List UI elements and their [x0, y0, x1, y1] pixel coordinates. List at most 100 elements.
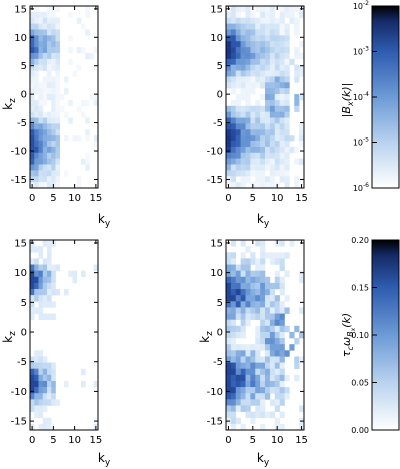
heatmap-cell: [42, 11, 48, 19]
heatmap-cell: [34, 374, 39, 382]
heatmap-cell: [30, 170, 35, 177]
heatmap-cell: [260, 70, 266, 77]
heatmap-cell: [255, 344, 261, 351]
heatmap-cell: [68, 11, 73, 19]
y-tick-label: 10: [14, 268, 27, 279]
heatmap-cell: [240, 307, 246, 314]
heatmap-cell: [250, 350, 256, 357]
heatmap-cell: [269, 152, 276, 159]
heatmap-cell: [38, 146, 44, 154]
x-tick-label: 5: [250, 435, 256, 446]
heatmap-cell: [269, 23, 276, 30]
heatmap-cell: [250, 380, 256, 388]
heatmap-cell: [30, 82, 35, 89]
heatmap-cell: [30, 11, 35, 19]
heatmap-cell: [240, 29, 246, 36]
heatmap-cell: [269, 164, 276, 171]
heatmap-cell: [230, 325, 237, 333]
heatmap-cell: [42, 258, 48, 265]
heatmap-cell: [30, 99, 35, 107]
heatmap-cell: [240, 158, 246, 165]
heatmap-cell: [34, 29, 39, 36]
heatmap-cell: [47, 129, 52, 136]
heatmap-cell: [30, 17, 35, 24]
heatmap-cell: [269, 387, 276, 394]
heatmap-cell: [299, 41, 305, 48]
heatmap-cell: [30, 387, 35, 394]
heatmap-cell: [245, 52, 251, 60]
heatmap-cell: [260, 356, 266, 363]
heatmap-cell: [240, 135, 246, 142]
heatmap-cell: [284, 105, 290, 112]
heatmap-cell: [279, 411, 285, 419]
ylabel-bottom-left: kz: [1, 331, 18, 343]
heatmap-cell: [51, 282, 56, 290]
heatmap-cell: [274, 152, 280, 159]
heatmap-cell: [299, 405, 305, 412]
heatmap-cell: [226, 23, 232, 30]
heatmap-cell: [34, 307, 39, 314]
heatmap-cell: [260, 338, 266, 345]
heatmap-cell: [250, 141, 256, 148]
heatmap-cell: [230, 176, 237, 183]
heatmap-cell: [47, 117, 52, 124]
heatmap-cell: [260, 111, 266, 118]
heatmap-cell: [245, 411, 251, 419]
heatmap-cell: [235, 307, 241, 314]
heatmap-cell: [245, 393, 251, 400]
heatmap-cell: [284, 29, 290, 36]
heatmap-cell: [255, 135, 261, 142]
heatmap-cell: [260, 240, 266, 247]
heatmap-cell: [260, 313, 266, 320]
heatmap-cell: [235, 117, 241, 124]
heatmap-cell: [34, 76, 39, 83]
heatmap-cell: [51, 158, 56, 165]
heatmap-cell: [269, 76, 276, 83]
heatmap-cell: [230, 146, 237, 154]
heatmap-cell: [279, 52, 285, 60]
heatmap-cell: [30, 301, 35, 308]
heatmap-cell: [47, 111, 52, 118]
heatmap-cell: [226, 356, 232, 363]
heatmap-cell: [38, 88, 44, 95]
heatmap-cell: [245, 141, 251, 148]
heatmap-cell: [34, 258, 39, 265]
heatmap-cell: [55, 99, 61, 107]
heatmap-cell: [255, 374, 261, 382]
heatmap-cell: [250, 276, 256, 284]
heatmap-cell: [250, 411, 256, 419]
heatmap-cell: [255, 338, 261, 345]
heatmap-cell: [230, 76, 237, 83]
heatmap-cell: [30, 23, 35, 30]
heatmap-cell: [279, 23, 285, 30]
heatmap-cell: [85, 29, 90, 36]
heatmap-cell: [279, 387, 285, 394]
heatmap-cell: [240, 387, 246, 394]
heatmap-cell: [279, 70, 285, 77]
heatmap-cell: [294, 6, 300, 13]
heatmap-cell: [250, 417, 256, 425]
heatmap-cell: [274, 276, 280, 284]
heatmap-cell: [279, 129, 285, 136]
heatmap-cell: [42, 76, 48, 83]
heatmap-cell: [255, 64, 261, 71]
heatmap-cell: [274, 338, 280, 345]
heatmap-cell: [265, 35, 271, 42]
xlabel-top-left: ky: [98, 212, 111, 229]
heatmap-cell: [269, 182, 276, 189]
heatmap-cell: [274, 405, 280, 412]
heatmap-cell: [30, 29, 35, 36]
heatmap-cell: [274, 111, 280, 118]
heatmap-cell: [250, 41, 256, 48]
heatmap-cell: [269, 356, 276, 363]
heatmap-cell: [230, 258, 237, 265]
heatmap-cell: [260, 423, 266, 431]
heatmap-cell: [269, 338, 276, 345]
heatmap-cell: [250, 374, 256, 382]
heatmap-cell: [34, 17, 39, 24]
colorbar-tick-label: 0.15: [351, 284, 369, 293]
heatmap-cell: [34, 387, 39, 394]
heatmap-cell: [47, 23, 52, 30]
heatmap-cell: [269, 64, 276, 71]
heatmap-cell: [265, 313, 271, 320]
